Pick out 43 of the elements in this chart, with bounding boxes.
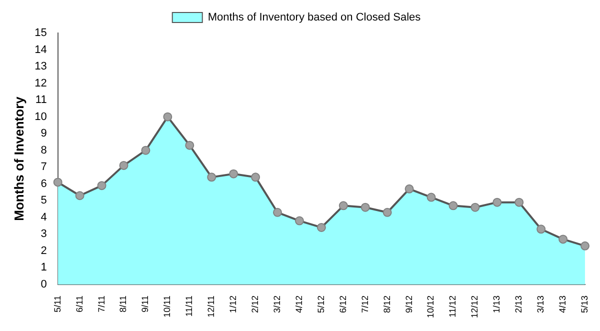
- y-tick-label: 8: [40, 144, 47, 156]
- x-tick-label: 1/13: [492, 295, 502, 314]
- y-axis-title: Months of Inventory: [11, 96, 26, 221]
- y-tick-label: 9: [40, 128, 47, 140]
- y-tick-label: 1: [40, 262, 47, 274]
- x-tick-label: 12/12: [470, 295, 480, 318]
- x-tick-label: 2/13: [514, 295, 524, 314]
- legend-label: Months of Inventory based on Closed Sales: [208, 12, 422, 24]
- x-tick-label: 7/11: [96, 295, 106, 312]
- x-tick-label: 3/13: [536, 295, 546, 314]
- y-tick-label: 15: [34, 27, 47, 40]
- x-tick-label: 8/11: [118, 295, 128, 312]
- x-tick-label: 4/12: [294, 295, 304, 314]
- x-tick-label: 11/11: [184, 295, 194, 317]
- x-tick-label: 10/11: [162, 295, 172, 318]
- x-tick-label: 5/13: [579, 295, 590, 314]
- x-tick-label: 1/12: [228, 295, 238, 314]
- y-tick-label: 6: [40, 178, 47, 190]
- x-tick-label: 6/11: [74, 295, 84, 312]
- y-tick-label: 5: [40, 194, 47, 207]
- x-tick-label: 2/12: [250, 295, 260, 314]
- x-tick-label: 5/12: [316, 295, 326, 314]
- y-tick-label: 10: [34, 110, 47, 123]
- y-tick-label: 3: [40, 228, 47, 240]
- x-tick-label: 9/12: [404, 295, 414, 314]
- x-tick-label: 4/13: [558, 295, 568, 314]
- x-tick-label: 9/11: [140, 295, 150, 312]
- x-tick-label: 5/11: [52, 295, 62, 312]
- x-tick-label: 3/12: [272, 295, 282, 314]
- y-tick-label: 14: [34, 44, 47, 56]
- y-tick-label: 2: [40, 244, 47, 257]
- y-tick-label: 12: [34, 77, 47, 90]
- y-tick-label: 13: [34, 60, 47, 73]
- x-tick-label: 10/12: [426, 295, 436, 318]
- y-tick-label: 0: [40, 278, 47, 291]
- x-tick-label: 12/11: [206, 295, 216, 318]
- y-tick-label: 11: [35, 94, 47, 106]
- x-tick-label: 11/12: [448, 295, 458, 318]
- x-tick-label: 7/12: [360, 295, 370, 314]
- y-tick-label: 4: [40, 211, 47, 224]
- y-tick-label: 7: [40, 161, 47, 174]
- x-tick-label: 6/12: [338, 295, 348, 314]
- x-tick-label: 8/12: [382, 295, 392, 314]
